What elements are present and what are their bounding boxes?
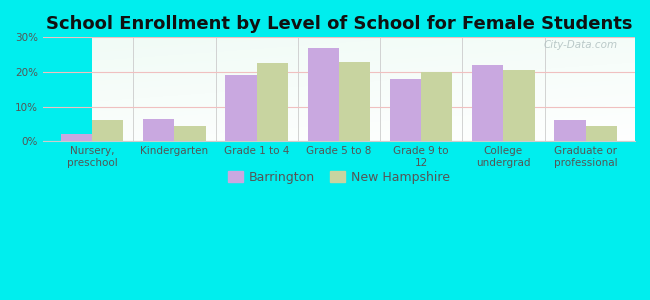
Text: City-Data.com: City-Data.com xyxy=(543,40,618,50)
Title: School Enrollment by Level of School for Female Students: School Enrollment by Level of School for… xyxy=(46,15,632,33)
Bar xyxy=(472,65,503,141)
Bar xyxy=(307,48,339,141)
Bar xyxy=(174,126,205,141)
Bar xyxy=(92,120,124,141)
Bar xyxy=(390,79,421,141)
Bar xyxy=(586,126,617,141)
Legend: Barrington, New Hampshire: Barrington, New Hampshire xyxy=(222,166,455,189)
Bar xyxy=(143,118,174,141)
Bar xyxy=(61,134,92,141)
Bar xyxy=(226,75,257,141)
Bar xyxy=(421,72,452,141)
Bar xyxy=(339,61,370,141)
Bar xyxy=(503,70,535,141)
Bar xyxy=(257,63,288,141)
Bar xyxy=(554,120,586,141)
